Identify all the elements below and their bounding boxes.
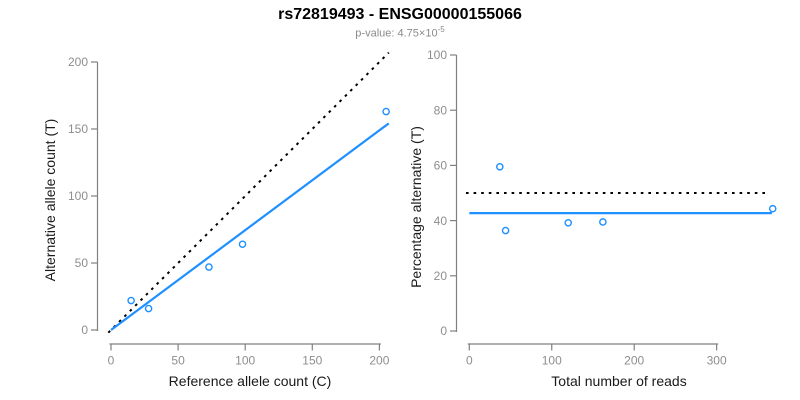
x-tick-label: 300 xyxy=(707,354,727,368)
x-tick-label: 0 xyxy=(108,354,115,368)
y-tick-label: 60 xyxy=(434,159,448,173)
y-tick-label: 100 xyxy=(68,189,88,203)
y-tick-label: 40 xyxy=(434,214,448,228)
plot-title: rs72819493 - ENSG00000155066 xyxy=(278,6,522,23)
x-tick-label: 100 xyxy=(235,354,255,368)
x-tick-label: 150 xyxy=(302,354,322,368)
x-tick-label: 100 xyxy=(542,354,562,368)
data-point xyxy=(564,219,573,227)
data-point xyxy=(238,240,247,249)
data-point xyxy=(501,226,510,235)
y-tick-label: 20 xyxy=(434,269,448,283)
pvalue-prefix: p-value: xyxy=(355,27,398,40)
data-point xyxy=(205,263,213,271)
x-tick-label: 50 xyxy=(171,354,185,368)
y-tick-label: 0 xyxy=(440,324,447,338)
y-tick-label: 200 xyxy=(68,55,88,69)
y-tick-label: 80 xyxy=(434,103,448,117)
identity-line xyxy=(107,51,390,334)
y-axis-title: Alternative allele count (T) xyxy=(42,119,58,282)
x-tick-label: 0 xyxy=(466,354,473,368)
data-point xyxy=(599,218,607,226)
y-tick-label: 100 xyxy=(427,48,447,62)
data-point xyxy=(496,162,504,171)
data-point xyxy=(768,204,777,213)
y-tick-label: 0 xyxy=(81,323,88,337)
data-point xyxy=(127,296,135,305)
left-panel: 0 50 100 150 200 0 50 100 150 200 Reference allele… xyxy=(42,51,390,389)
right-panel: 0 20 40 60 80 100 0 100 200 300 Total number of re… xyxy=(408,48,777,389)
x-tick-label: 200 xyxy=(624,354,644,368)
y-axis-title: Percentage alternative (T) xyxy=(408,126,424,288)
pvalue-base: 4.75×10 xyxy=(397,27,438,40)
x-axis-title: Total number of reads xyxy=(551,373,686,389)
x-axis-title: Reference allele count (C) xyxy=(169,373,332,389)
fit-line xyxy=(110,122,390,331)
data-point xyxy=(382,107,390,116)
y-tick-label: 50 xyxy=(75,256,89,270)
pvalue-exponent: -5 xyxy=(437,25,445,34)
y-tick-label: 150 xyxy=(68,122,88,136)
x-tick-label: 200 xyxy=(369,354,389,368)
pvalue-subtitle: p-value: 4.75×10-5 xyxy=(0,25,800,40)
data-point xyxy=(144,304,153,313)
